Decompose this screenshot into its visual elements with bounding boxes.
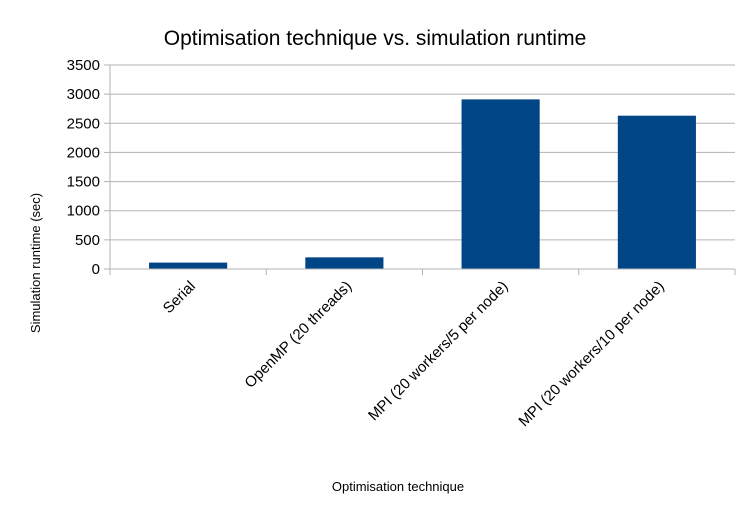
y-tick-label: 1000	[67, 203, 100, 220]
y-tick-label: 3500	[67, 57, 100, 74]
y-axis-label: Simulation runtime (sec)	[28, 193, 43, 333]
gridlines	[104, 64, 735, 270]
y-tick-label: 2500	[67, 115, 100, 132]
bar-2	[305, 257, 384, 269]
bars	[149, 99, 696, 269]
x-axis-label: Optimisation technique	[332, 479, 464, 494]
x-tick-labels: Serial OpenMP (20 threads) MPI (20 workers…	[160, 278, 668, 430]
y-tick-label: 1500	[67, 174, 100, 191]
y-tick-label: 2000	[67, 144, 100, 161]
y-tick-label: 500	[75, 232, 100, 249]
axes	[109, 65, 736, 275]
bar-3	[461, 99, 540, 269]
x-tick-label: Serial	[160, 278, 199, 317]
y-tick-label: 3000	[67, 86, 100, 103]
chart-title: Optimisation technique vs. simulation ru…	[164, 27, 587, 50]
x-tick-label: OpenMP (20 threads)	[241, 278, 355, 392]
x-tick-label: MPI (20 workers/5 per node)	[365, 278, 511, 424]
bar-4	[617, 115, 696, 269]
x-tick-label: MPI (20 workers/10 per node)	[515, 278, 667, 430]
y-tick-label: 0	[92, 261, 100, 278]
bar-1	[149, 262, 228, 269]
y-tick-labels: 0 500 1000 1500 2000 2500 3000 3500	[67, 57, 100, 278]
